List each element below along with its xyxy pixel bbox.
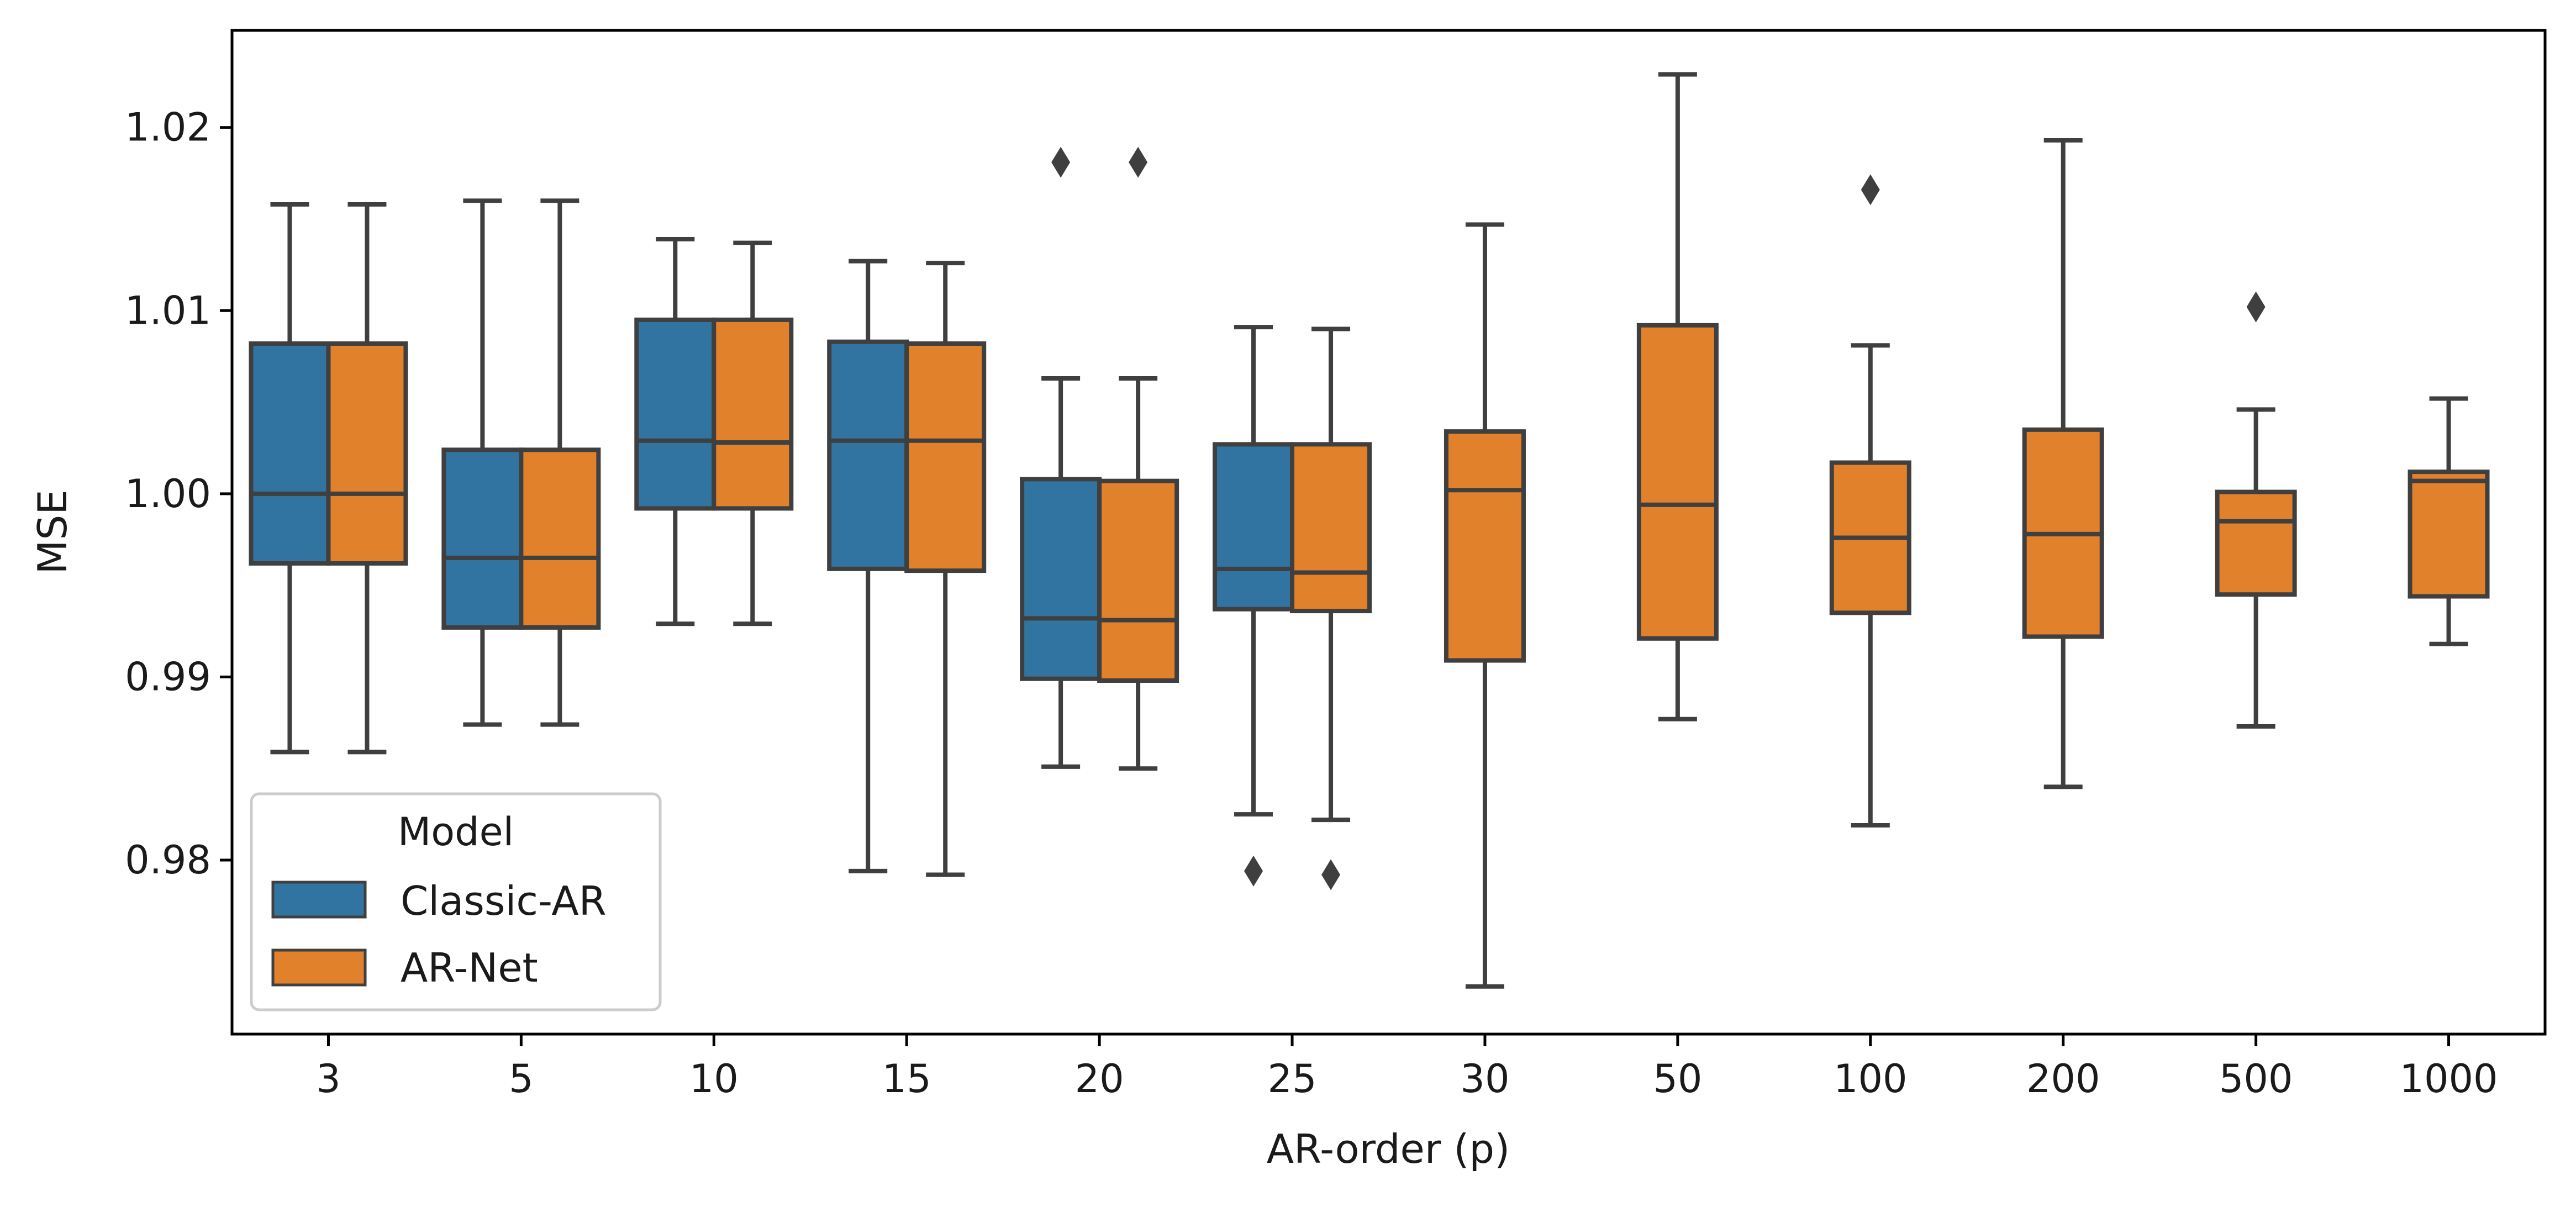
- x-axis-label: AR-order (p): [1267, 1126, 1510, 1172]
- box-classic-ar-10: [634, 236, 717, 626]
- y-tick-label: 0.98: [125, 837, 211, 883]
- box-ar-net-20: [1097, 146, 1179, 771]
- box-iqr: [326, 341, 408, 566]
- x-tick-label: 100: [1834, 1056, 1908, 1101]
- box-iqr: [827, 339, 909, 571]
- legend-title: Model: [398, 809, 514, 855]
- box-ar-net-500: [2215, 291, 2297, 729]
- box-ar-net-30: [1444, 222, 1526, 989]
- x-tick-label: 1000: [2399, 1056, 2498, 1101]
- x-tick-label: 20: [1075, 1056, 1124, 1101]
- box-iqr: [249, 341, 331, 566]
- y-tick-label: 1.02: [125, 105, 211, 150]
- axes-frame: [230, 29, 2547, 1036]
- outlier-point: [1129, 146, 1148, 178]
- x-tick-label: 50: [1653, 1056, 1702, 1101]
- x-tick-label: 5: [509, 1056, 534, 1101]
- box-iqr: [1290, 442, 1372, 614]
- outlier-point: [1244, 855, 1263, 887]
- box-iqr: [1097, 478, 1179, 683]
- box-iqr: [2408, 470, 2490, 599]
- box-ar-net-3: [326, 202, 408, 755]
- legend-swatch-classic-ar: [271, 881, 367, 919]
- x-tick-label: 10: [689, 1056, 739, 1101]
- box-iqr: [712, 317, 794, 511]
- box-iqr: [441, 447, 524, 630]
- outlier-point: [1321, 859, 1341, 890]
- plot-area: [249, 72, 2490, 989]
- box-ar-net-200: [2022, 138, 2104, 789]
- legend: Model Classic-AR AR-Net: [250, 792, 662, 1011]
- x-tick-label: 200: [2026, 1056, 2100, 1101]
- y-tick-label: 0.99: [125, 654, 211, 699]
- box-iqr: [904, 341, 987, 573]
- box-ar-net-15: [904, 261, 987, 877]
- box-iqr: [1636, 323, 1719, 641]
- box-iqr: [2215, 489, 2297, 597]
- box-ar-net-5: [519, 198, 601, 727]
- x-tick-label: 30: [1460, 1056, 1509, 1101]
- y-axis-label: MSE: [29, 489, 76, 574]
- y-axis: 0.98 0.99 1.00 1.01 1.02: [125, 105, 232, 883]
- box-ar-net-25: [1290, 326, 1372, 890]
- legend-label-classic-ar: Classic-AR: [401, 878, 607, 924]
- x-tick-label: 25: [1268, 1056, 1317, 1101]
- x-tick-label: 15: [882, 1056, 931, 1101]
- box-classic-ar-5: [441, 198, 524, 727]
- box-ar-net-100: [1829, 174, 1911, 828]
- box-classic-ar-3: [249, 202, 331, 755]
- box-iqr: [1213, 442, 1295, 612]
- legend-swatch-ar-net: [271, 948, 367, 987]
- box-classic-ar-15: [827, 259, 909, 873]
- y-tick-label: 1.01: [125, 288, 211, 333]
- outlier-point: [1861, 174, 1880, 205]
- outlier-point: [2246, 291, 2266, 323]
- box-iqr: [1444, 429, 1526, 663]
- x-tick-label: 3: [316, 1056, 341, 1101]
- box-iqr: [519, 447, 601, 630]
- box-ar-net-1000: [2408, 396, 2490, 646]
- box-iqr: [1020, 477, 1102, 681]
- x-tick-label: 500: [2219, 1056, 2293, 1101]
- legend-label-ar-net: AR-Net: [401, 945, 538, 991]
- outlier-point: [1051, 146, 1071, 178]
- box-iqr: [634, 317, 717, 511]
- box-ar-net-50: [1636, 72, 1719, 721]
- box-ar-net-10: [712, 240, 794, 626]
- y-tick-label: 1.00: [125, 471, 211, 516]
- x-axis: 3 5 10 15 20 25 30 50 100 200 500 1000: [316, 1034, 2498, 1101]
